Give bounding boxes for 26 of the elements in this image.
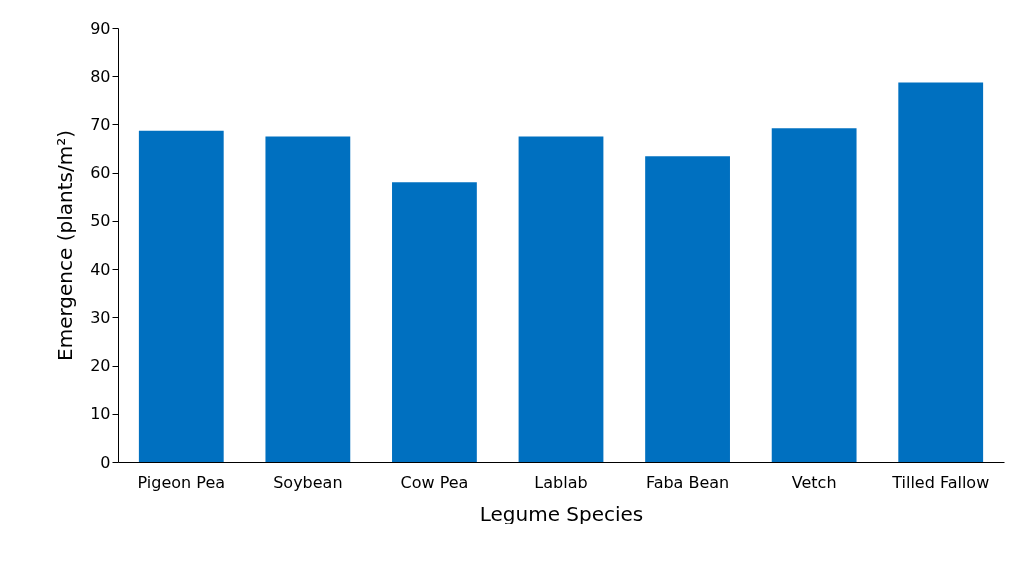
x-tick-label: Tilled Fallow: [891, 472, 990, 492]
y-tick-label: 30: [90, 307, 111, 327]
y-tick-label: 70: [90, 114, 111, 134]
y-tick-label: 80: [90, 66, 111, 86]
bar: [645, 156, 730, 462]
y-axis-title: Emergence (plants/m²): [53, 130, 78, 361]
x-tick-label: Lablab: [534, 472, 588, 492]
x-tick-label: Pigeon Pea: [137, 472, 226, 492]
bar: [518, 136, 604, 462]
y-tick-label: 10: [90, 404, 111, 424]
bar: [265, 136, 351, 462]
y-tick-label: 50: [90, 211, 111, 231]
x-tick-label: Vetch: [791, 472, 837, 492]
bar: [392, 182, 477, 462]
y-tick-label: 20: [90, 356, 111, 376]
y-tick-label: 90: [90, 18, 111, 38]
y-tick-label: 60: [90, 163, 111, 183]
bar: [138, 130, 224, 462]
bar: [771, 128, 857, 462]
x-tick-label: Cow Pea: [400, 472, 469, 492]
x-axis-title: Legume Species: [479, 501, 644, 526]
x-tick-label: Soybean: [273, 472, 343, 492]
y-tick-label: 40: [90, 259, 111, 279]
bar: [898, 82, 984, 462]
y-tick-label: 0: [100, 452, 111, 472]
x-tick-label: Faba Bean: [645, 472, 730, 492]
